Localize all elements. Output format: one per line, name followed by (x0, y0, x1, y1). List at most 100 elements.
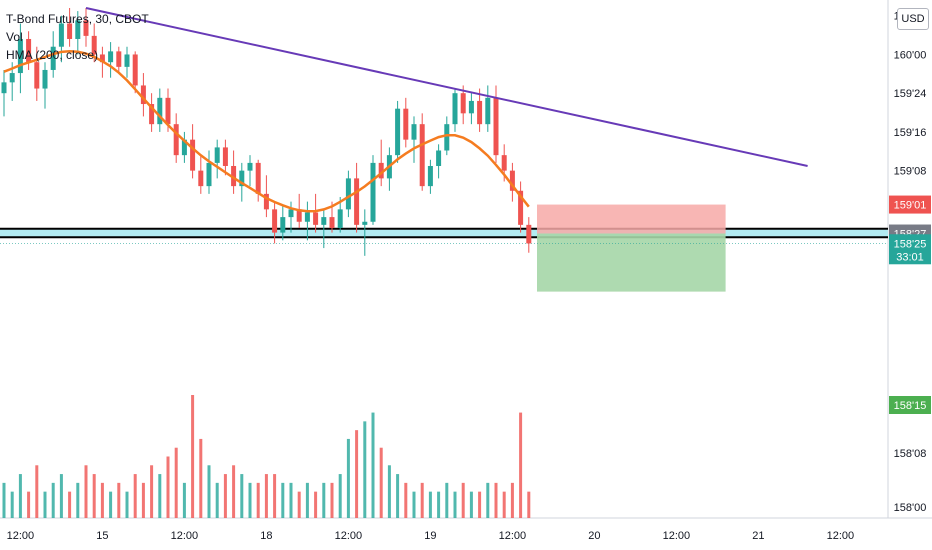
candle-body (436, 150, 442, 166)
volume-bar (84, 465, 88, 518)
volume-bar (428, 491, 432, 518)
candle-body (313, 212, 319, 225)
volume-bar (166, 456, 170, 518)
candle-body (460, 93, 466, 114)
x-tick-label: 19 (424, 530, 436, 542)
volume-bar (133, 474, 137, 518)
candle-body (17, 38, 23, 74)
candle-body (296, 209, 302, 222)
volume-bar (223, 474, 227, 518)
y-tick-label: 159'08 (894, 166, 927, 178)
volume-bar (125, 491, 129, 518)
candle-body (280, 217, 286, 233)
candle-body (288, 209, 294, 218)
candle-body (75, 20, 81, 39)
candle-body (149, 104, 155, 125)
candle-body (452, 93, 458, 125)
volume-bar (264, 474, 268, 518)
x-tick-label: 15 (96, 530, 108, 542)
volume-bar (174, 447, 178, 518)
candle-body (263, 193, 269, 210)
candle-body (50, 46, 56, 70)
legend-symbol: T-Bond Futures, 30, CBOT (6, 12, 149, 26)
candle-body (493, 97, 499, 156)
volume-bar (199, 438, 203, 518)
volume-bar (297, 491, 301, 518)
volume-bar (150, 465, 154, 518)
position-target-zone (537, 233, 726, 292)
candle-body (370, 162, 376, 222)
currency-button[interactable]: USD (897, 8, 929, 30)
price-axis (888, 0, 932, 550)
legend-vol: Vol (6, 30, 23, 44)
price-badge (889, 234, 931, 265)
volume-bar (215, 482, 219, 518)
candle-body (255, 162, 261, 194)
volume-bar (453, 491, 457, 518)
volume-bar (51, 482, 55, 518)
candle-body (91, 35, 97, 55)
candle-body (272, 209, 278, 233)
x-tick-label: 12:00 (827, 530, 855, 542)
candle-body (337, 209, 343, 228)
candle-body (247, 162, 253, 171)
candle-body (58, 23, 64, 47)
volume-bar (338, 474, 342, 518)
price-badge-label: 159'01 (894, 200, 927, 212)
candle-body (67, 23, 73, 39)
x-tick-label: 12:00 (7, 530, 35, 542)
support-zone (0, 228, 888, 238)
candle-body (198, 170, 204, 187)
x-tick-label: 12:00 (663, 530, 691, 542)
price-badge (889, 396, 931, 414)
volume-bar (305, 482, 309, 518)
price-badge-label: 158'25 (894, 238, 927, 250)
legend-hma: HMA (200, close) (6, 48, 99, 62)
candle-body (411, 124, 417, 140)
volume-bar (330, 482, 334, 518)
y-tick-label: 159'24 (894, 88, 927, 100)
volume-bar (18, 474, 22, 518)
volume-bar (322, 482, 326, 518)
candle-body (345, 178, 351, 210)
candle-body (165, 97, 171, 125)
price-badge-label: 158'15 (894, 400, 927, 412)
candle-body (321, 217, 327, 225)
candle-body (181, 139, 187, 156)
volume-bar (519, 412, 523, 518)
x-tick-label: 21 (752, 530, 764, 542)
candle-body (354, 178, 360, 225)
volume-bar (59, 474, 63, 518)
volume-bar (363, 421, 367, 518)
candle-body (468, 100, 474, 114)
x-tick-label: 12:00 (335, 530, 363, 542)
position-stop-zone (537, 204, 726, 234)
candle-body (99, 54, 105, 63)
price-badge-countdown: 33:01 (896, 251, 924, 263)
candle-body (485, 97, 491, 125)
volume-bar (10, 491, 14, 518)
candle-body (231, 165, 237, 187)
volume-bar (35, 465, 39, 518)
candle-body (362, 221, 368, 225)
volume-bar (182, 482, 186, 518)
volume-bar (207, 465, 211, 518)
chart-legend: T-Bond Futures, 30, CBOT Vol HMA (200, c… (6, 10, 149, 64)
volume-bar (469, 491, 473, 518)
candle-body (124, 54, 130, 67)
candle-body (526, 224, 532, 244)
volume-bar (289, 482, 293, 518)
candle-body (206, 162, 212, 187)
x-tick-label: 12:00 (171, 530, 199, 542)
candle-body (173, 124, 179, 156)
volume-bar (486, 482, 490, 518)
volume-bar (76, 482, 80, 518)
volume-bar (100, 482, 104, 518)
candle-body (518, 190, 524, 225)
volume-bar (68, 491, 72, 518)
candle-body (419, 124, 425, 187)
volume-bar (346, 438, 350, 518)
candle-body (214, 147, 220, 163)
volume-bar (510, 482, 514, 518)
